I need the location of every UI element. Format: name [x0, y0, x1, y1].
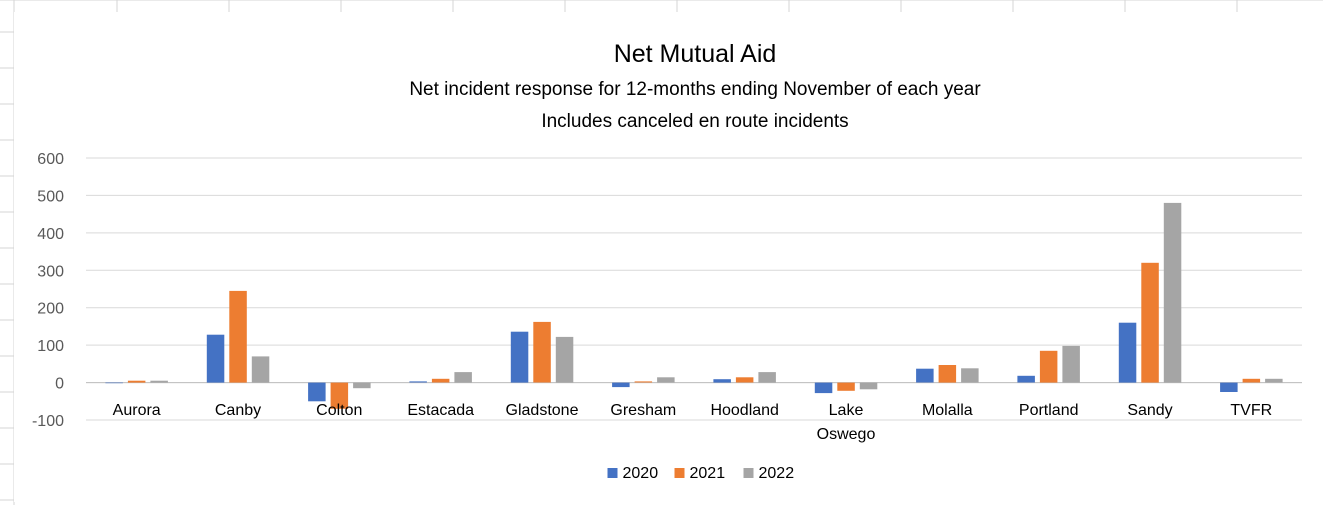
bar-2020: [1118, 322, 1137, 383]
bar-2021: [431, 378, 450, 383]
bar-2020: [1220, 382, 1238, 392]
x-category-label: Sandy: [1127, 402, 1172, 419]
bar-2022: [251, 356, 270, 383]
y-tick-label: 300: [37, 263, 64, 280]
y-tick-label: 0: [55, 376, 64, 393]
bar-2020: [1017, 375, 1035, 383]
x-category-label: Portland: [1019, 402, 1079, 419]
x-category-label: Colton: [316, 402, 362, 419]
legend-label-2020: 2020: [623, 465, 659, 482]
x-category-label: Gresham: [610, 402, 676, 419]
x-category-label: Aurora: [113, 402, 161, 419]
chart-title: Net Mutual Aid: [614, 40, 777, 68]
bar-2020: [409, 381, 427, 383]
bar-2021: [1141, 262, 1159, 383]
bar-2021: [634, 381, 653, 383]
bar-2021: [533, 321, 551, 383]
x-category-label: Oswego: [817, 426, 876, 443]
bar-2020: [105, 382, 123, 384]
x-category-label: Canby: [215, 402, 261, 419]
x-category-label: Lake: [829, 402, 864, 419]
y-tick-label: 400: [37, 226, 64, 243]
bar-2021: [330, 382, 349, 409]
x-category-label: Estacada: [407, 402, 474, 419]
y-tick-label: 200: [37, 301, 64, 318]
bar-2020: [814, 382, 833, 394]
bar-2020: [916, 368, 934, 383]
x-category-label: TVFR: [1230, 402, 1272, 419]
legend-swatch-2021: [674, 468, 685, 478]
bar-2020: [510, 331, 529, 383]
bar-2020: [206, 334, 225, 383]
bar-2020: [612, 382, 630, 388]
bar-2022: [555, 336, 574, 383]
x-category-label: Molalla: [922, 402, 973, 419]
bar-2022: [758, 372, 776, 383]
legend-swatch-2020: [607, 468, 618, 478]
y-tick-label: -100: [32, 413, 64, 430]
bar-2021: [837, 382, 855, 391]
bar-2022: [859, 382, 878, 390]
bar-2022: [454, 372, 472, 383]
bar-2022: [1163, 202, 1182, 383]
bar-2022: [353, 382, 371, 389]
chart-subtitle-line-2: Includes canceled en route incidents: [541, 111, 848, 132]
bar-2022: [1265, 378, 1283, 383]
bar-2022: [657, 377, 675, 383]
x-category-label: Hoodland: [710, 402, 779, 419]
legend-label-2022: 2022: [759, 465, 795, 482]
bar-2021: [127, 380, 146, 383]
chart-subtitle-line-1: Net incident response for 12-months endi…: [409, 79, 981, 100]
bar-2021: [1242, 378, 1261, 383]
bar-2022: [1062, 345, 1080, 383]
bar-2021: [229, 290, 247, 383]
bar-2020: [713, 379, 731, 383]
bar-2021: [938, 365, 957, 383]
bar-2021: [735, 377, 754, 383]
bar-2020: [308, 382, 326, 402]
y-tick-label: 100: [37, 338, 64, 355]
bar-2022: [150, 380, 168, 383]
x-category-label: Gladstone: [506, 402, 579, 419]
legend-label-2021: 2021: [690, 465, 726, 482]
y-tick-label: 600: [37, 151, 64, 168]
y-tick-label: 500: [37, 188, 64, 205]
bar-2021: [1039, 350, 1058, 383]
bar-2022: [961, 368, 979, 383]
legend-swatch-2022: [743, 468, 754, 478]
